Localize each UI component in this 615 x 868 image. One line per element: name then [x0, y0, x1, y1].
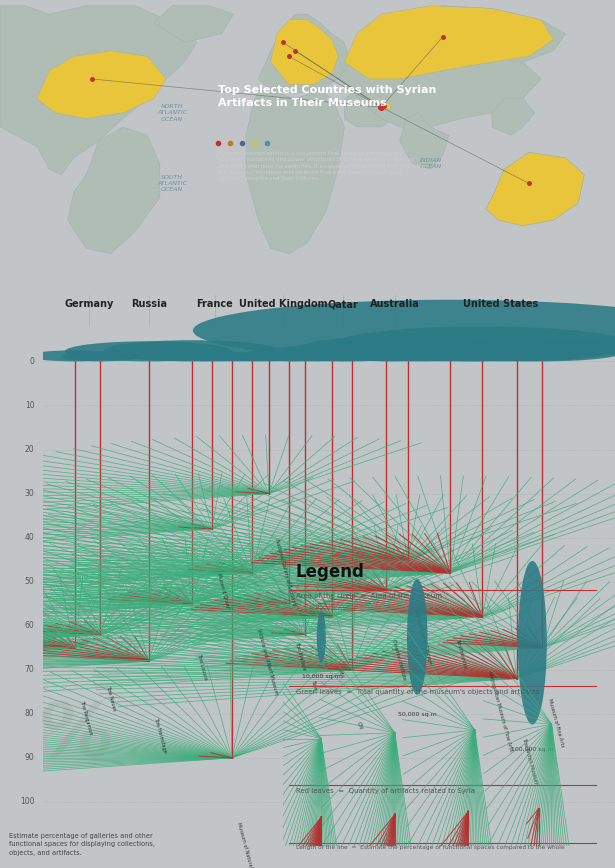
Ellipse shape [262, 345, 402, 361]
Polygon shape [37, 50, 166, 118]
Text: United Kingdom: United Kingdom [239, 299, 328, 309]
Text: Area of the circle  =  Area of the museum: Area of the circle = Area of the museum [296, 594, 442, 599]
Text: MIA: MIA [336, 669, 344, 680]
Ellipse shape [300, 335, 517, 361]
Text: Length of the line  =  Estimate the percentage of functional spaces compared to : Length of the line = Estimate the percen… [296, 845, 565, 850]
Text: Australia: Australia [370, 299, 419, 309]
Ellipse shape [459, 341, 615, 361]
Text: National Gallery of Scotland: National Gallery of Scotland [274, 539, 296, 607]
Polygon shape [492, 99, 535, 135]
Text: 10: 10 [25, 401, 34, 410]
Text: Museum decolonization is a movement that seeks to challenge the
dominant narrati: Museum decolonization is a movement that… [218, 151, 425, 181]
Ellipse shape [357, 354, 416, 361]
Text: 70: 70 [25, 665, 34, 674]
Text: NORTH
ATLANTIC
OCEAN: NORTH ATLANTIC OCEAN [157, 104, 187, 122]
Text: Estimate percentage of galleries and other
functional spaces for displaying coll: Estimate percentage of galleries and oth… [9, 832, 154, 856]
Text: Germany: Germany [64, 299, 114, 309]
Polygon shape [68, 127, 160, 253]
Ellipse shape [216, 352, 288, 361]
Text: 80: 80 [25, 709, 34, 719]
Text: QM: QM [357, 721, 363, 730]
Ellipse shape [193, 299, 615, 361]
Text: 100: 100 [20, 798, 34, 806]
Ellipse shape [418, 338, 615, 361]
Ellipse shape [518, 561, 547, 725]
Ellipse shape [264, 356, 314, 361]
Text: United States: United States [463, 299, 538, 309]
Text: Green leaves  =  Total quantity of the museum's objects and artifacts: Green leaves = Total quantity of the mus… [296, 689, 539, 695]
Text: 50: 50 [25, 577, 34, 586]
Polygon shape [0, 6, 197, 174]
Polygon shape [344, 6, 554, 79]
Ellipse shape [62, 352, 139, 361]
Text: Smithsonian: Smithsonian [455, 640, 467, 670]
Polygon shape [486, 153, 584, 226]
Text: 30: 30 [25, 489, 34, 498]
Text: Metropolitan Museum of Fine Arts: Metropolitan Museum of Fine Arts [487, 670, 513, 752]
Ellipse shape [244, 347, 366, 361]
Text: Tate: Tate [309, 680, 317, 690]
Text: Red leaves  =  Quantity of artifacts related to Syria: Red leaves = Quantity of artifacts relat… [296, 788, 475, 794]
Ellipse shape [317, 611, 326, 663]
Text: Museum of Fine Arts: Museum of Fine Arts [547, 698, 565, 747]
Text: Museum of Natural History: Museum of Natural History [236, 822, 258, 868]
Text: The Hermitage: The Hermitage [153, 716, 168, 753]
Text: 90: 90 [25, 753, 34, 762]
Text: Russia: Russia [131, 299, 167, 309]
Text: Oriental Institute: Oriental Institute [391, 640, 407, 681]
Text: The Neues: The Neues [105, 685, 116, 711]
Text: The Pergamon: The Pergamon [79, 700, 93, 735]
Text: The Wallace: The Wallace [293, 641, 306, 671]
Polygon shape [258, 14, 351, 93]
Text: Top Selected Countries with Syrian
Artifacts in Their Museums: Top Selected Countries with Syrian Artif… [218, 85, 436, 108]
Text: Legend: Legend [296, 562, 365, 581]
Ellipse shape [336, 326, 615, 361]
Ellipse shape [65, 341, 233, 361]
Polygon shape [400, 113, 449, 169]
Polygon shape [338, 6, 566, 127]
Ellipse shape [238, 354, 300, 361]
Polygon shape [344, 90, 394, 127]
Polygon shape [486, 153, 584, 226]
Polygon shape [383, 103, 391, 109]
Polygon shape [246, 90, 344, 253]
Text: 10,000 sq.m: 10,000 sq.m [302, 674, 341, 679]
Ellipse shape [297, 348, 407, 361]
Polygon shape [154, 6, 234, 43]
Text: SOUTH
ATLANTIC
OCEAN: SOUTH ATLANTIC OCEAN [157, 174, 187, 192]
Text: France: France [196, 299, 233, 309]
Ellipse shape [193, 352, 271, 361]
Text: 100,000 sq.m: 100,000 sq.m [511, 746, 554, 752]
Text: %: % [38, 699, 114, 773]
Text: 20: 20 [25, 445, 34, 454]
Text: 40: 40 [25, 533, 34, 542]
Text: Art Institute of Chicago: Art Institute of Chicago [413, 608, 432, 665]
Text: 60: 60 [25, 621, 34, 630]
Ellipse shape [170, 352, 253, 361]
Text: Qatar: Qatar [328, 299, 359, 309]
Text: Victoria and Albert Museum: Victoria and Albert Museum [256, 628, 279, 694]
Ellipse shape [407, 579, 427, 694]
Text: The British Museum: The British Museum [521, 737, 539, 786]
Text: INDIAN
OCEAN: INDIAN OCEAN [419, 158, 442, 169]
Ellipse shape [103, 340, 280, 361]
Text: 0: 0 [30, 357, 34, 366]
Text: 50,000 sq.m: 50,000 sq.m [398, 712, 437, 717]
Polygon shape [271, 20, 338, 85]
Text: Musee d'Orsay: Musee d'Orsay [216, 572, 231, 608]
Ellipse shape [28, 351, 121, 361]
Text: The Louvre: The Louvre [196, 654, 208, 681]
